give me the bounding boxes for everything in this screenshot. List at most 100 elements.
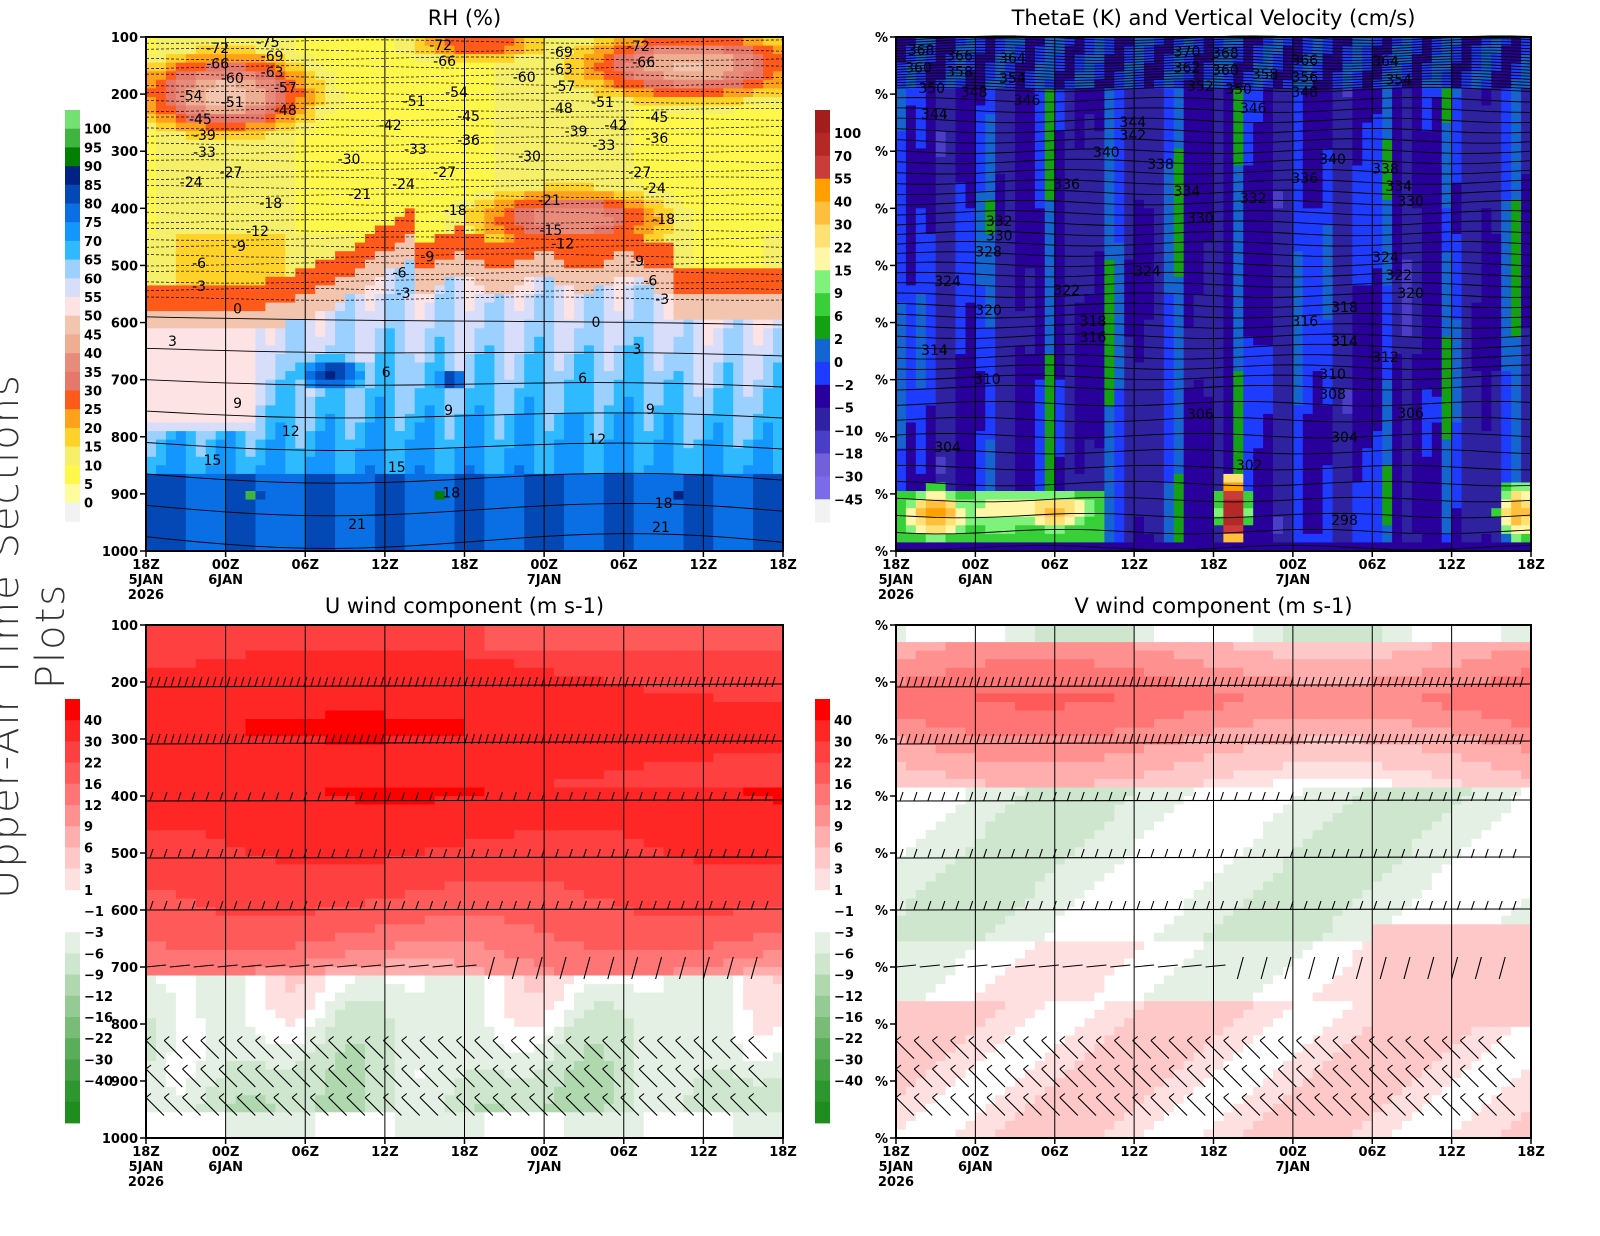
fill-cell [1005,242,1016,252]
fill-cell [444,131,456,141]
fill-cell [494,165,505,175]
fill-cell [524,456,535,466]
fill-cell [554,216,565,227]
fill-cell [315,45,326,55]
fill-cell [235,105,247,115]
fill-cell [235,251,247,261]
fill-cell [703,533,714,544]
fill-cell [514,276,525,287]
fill-cell [643,225,655,235]
fill-cell [896,499,907,509]
fill-cell [564,139,575,149]
fill-cell [384,156,396,167]
fill-cell [255,208,267,218]
fill-cell [414,268,426,278]
fill-cell [235,79,247,89]
isotherm-line [145,142,784,147]
fill-cell [965,268,976,278]
fill-cell [1034,379,1046,389]
fill-cell [995,311,1006,321]
fill-cell [663,439,675,449]
fill-cell [613,362,625,372]
fill-cell [424,482,436,492]
fill-cell [165,396,177,406]
fill-cell [335,302,346,312]
fill-cell [603,182,615,192]
fill-cell [743,259,754,269]
fill-cell [205,165,217,175]
fill-cell [534,405,545,415]
contour-label: -30 [338,152,361,168]
fill-cell [464,439,476,449]
fill-cell [945,491,957,501]
fill-cell [265,302,276,312]
fill-cell [265,388,276,398]
fill-cell [723,114,734,124]
fill-cell [583,88,595,98]
fill-cell [454,131,466,141]
fill-cell [673,328,685,338]
fill-cell [1015,431,1026,441]
fill-cell [285,422,296,432]
fill-cell [603,482,615,492]
fill-cell [633,45,645,55]
fill-cell [245,294,257,304]
fill-cell [534,259,545,269]
fill-cell [434,122,446,132]
fill-cell [633,79,645,89]
fill-cell [504,508,515,518]
fill-cell [896,345,907,355]
contour-label: -21 [348,187,371,203]
fill-cell [474,88,486,98]
fill-cell [245,182,257,192]
fill-cell [673,251,685,261]
fill-cell [915,174,927,184]
fill-cell [245,491,257,501]
fill-cell [494,71,505,81]
fill-cell [384,148,396,158]
fill-cell [235,422,247,432]
fill-cell [215,473,227,484]
fill-cell [574,37,585,47]
fill-cell [683,139,695,149]
fill-cell [603,242,615,252]
fill-cell [603,431,615,441]
fill-cell [414,71,426,81]
fill-cell [633,199,645,209]
fill-cell [325,45,336,55]
fill-cell [444,439,456,449]
fill-cell [315,122,326,132]
fill-cell [544,456,555,466]
fill-cell [633,499,645,509]
fill-cell [315,422,326,432]
fill-cell [374,156,386,167]
fill-cell [965,345,976,355]
fill-cell [564,105,575,115]
fill-cell [643,182,655,192]
fill-cell [265,156,276,167]
fill-cell [295,259,306,269]
fill-cell [235,191,247,201]
fill-cell [773,508,784,518]
fill-cell [185,71,197,81]
fill-cell [185,533,197,544]
fill-cell [195,508,207,518]
fill-cell [925,242,937,252]
fill-cell [474,345,486,355]
fill-cell [653,354,665,364]
fill-cell [945,37,957,47]
fill-cell [325,216,336,227]
fill-cell [945,328,957,338]
fill-cell [474,54,486,64]
fill-cell [295,396,306,406]
fill-cell [185,165,197,175]
fill-cell [583,114,595,124]
fill-cell [365,54,376,64]
fill-cell [896,448,907,458]
fill-cell [593,456,605,466]
fill-cell [564,191,575,201]
fill-cell [925,465,937,475]
fill-cell [753,234,764,244]
fill-cell [733,362,744,372]
fill-cell [896,122,907,132]
